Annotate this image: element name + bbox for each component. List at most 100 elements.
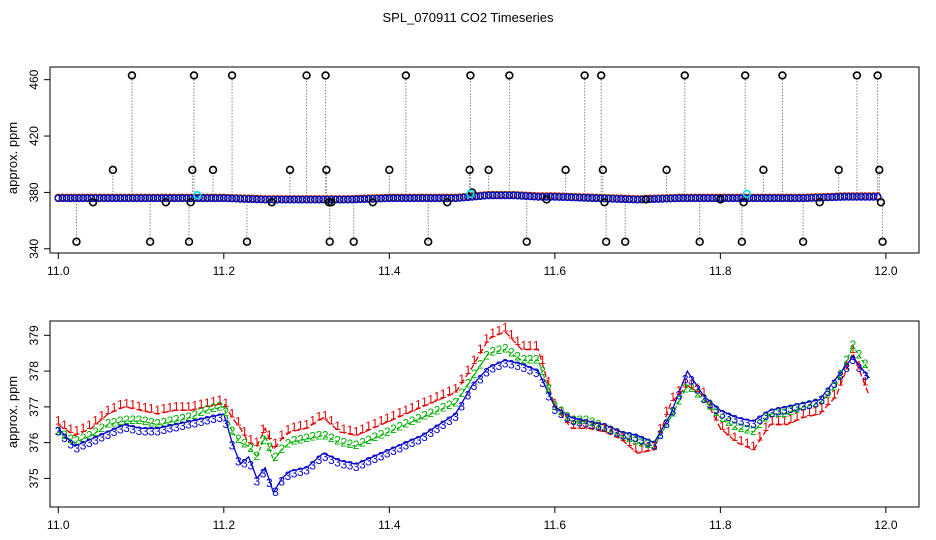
bottom-series-marker-1: 1 [247,433,254,447]
top-baseline-point-series-3 [820,193,828,202]
bottom-series-marker-3: 3 [750,417,757,431]
top-baseline-point-series-3 [224,194,232,203]
top-baseline-point-series-3 [248,195,257,204]
top-outlier-point [188,165,197,175]
bottom-series-marker-2: 2 [825,386,832,400]
top-baseline-point-series-3 [488,191,497,200]
bottom-series-marker-2: 2 [92,425,99,439]
top-baseline-point-series-3 [145,194,154,203]
bottom-y-tick-label: 378 [27,361,41,381]
bottom-series-marker-1: 1 [620,430,627,444]
bottom-series-marker-2: 2 [123,413,130,427]
top-baseline-point-series-3 [455,194,464,202]
top-outlier-point [522,237,531,246]
bottom-series-marker-3: 3 [235,455,242,469]
top-baseline-point-series-3 [186,194,195,203]
bottom-series-marker-1: 1 [669,390,676,404]
bottom-series-marker-3: 3 [254,474,261,488]
top-outlier-point [852,71,862,80]
bottom-series-marker-3: 3 [371,452,378,466]
top-baseline-point-series-3 [666,194,675,203]
top-baseline-point-series-3 [207,194,216,203]
bottom-series-marker-1: 1 [583,417,590,431]
top-baseline-point-series-3 [406,194,414,203]
bottom-series-marker-3: 3 [862,369,869,383]
top-baseline-point-series-3 [530,192,538,201]
bottom-series-marker-2: 2 [160,415,167,429]
bottom-series-marker-1: 1 [229,407,236,421]
bottom-series-marker-2: 2 [291,434,298,448]
top-outlier-points [72,71,887,246]
bottom-series-marker-3: 3 [185,418,192,432]
bottom-series-marker-1: 1 [353,424,360,438]
top-baseline-point-series-3 [646,195,654,204]
bottom-series-marker-2: 2 [589,415,596,429]
bottom-series-marker-2: 2 [781,406,788,420]
top-baseline-point-series-3 [240,195,249,203]
bottom-series-marker-1: 1 [136,399,143,413]
bottom-series-marker-2: 2 [340,436,347,450]
top-baseline-point-series-3 [497,191,505,200]
top-baseline-point-series-3 [786,194,795,203]
bottom-series-marker-2: 2 [403,417,410,431]
top-baseline-point-series-3 [215,194,224,203]
bottom-series-marker-1: 1 [564,412,571,426]
bottom-series-marker-2: 2 [440,401,447,415]
bottom-series-marker-3: 3 [154,424,161,438]
bottom-series-marker-3: 3 [409,436,416,450]
bottom-series-marker-1: 1 [105,403,112,417]
top-baseline-point-series-3 [749,194,758,203]
bottom-series-marker-2: 2 [818,393,825,407]
bottom-series-marker-2: 2 [626,431,633,445]
bottom-series-marker-1: 1 [657,421,664,435]
bottom-series-marker-2: 2 [769,406,776,420]
bottom-series-marker-3: 3 [98,431,105,445]
top-outlier-point [267,198,277,207]
bottom-series-marker-2: 2 [328,431,335,445]
bottom-series-marker-2: 2 [154,417,161,431]
bottom-series-marker-3: 3 [148,424,155,438]
top-baseline-point-series-3 [584,194,592,202]
top-baseline-point-series-3 [571,193,580,202]
bottom-series-marker-3: 3 [198,415,205,429]
top-baseline-point-series-3 [149,194,158,203]
bottom-series-marker-3: 3 [496,359,503,373]
bottom-x-tick-label: 11.6 [544,518,567,532]
top-outlier-point [740,71,750,80]
top-outlier-point [325,237,334,246]
top-baseline-point-series-3 [348,195,356,204]
bottom-series-marker-3: 3 [223,417,230,431]
top-outlier-point [88,198,98,207]
top-x-tick-label: 11.0 [47,264,70,278]
top-baseline-point-series-3 [815,193,824,202]
top-y-tick-label: 340 [27,238,41,258]
bottom-series-marker-2: 2 [235,432,242,446]
top-baseline-point-series-3 [522,192,530,201]
top-spike-lines [75,75,884,242]
top-baseline-point-series-3 [261,195,269,204]
bottom-series-marker-3: 3 [552,403,559,417]
top-outlier-point [227,71,237,80]
bottom-series-marker-3: 3 [297,465,304,479]
figure-title: SPL_070911 CO2 Timeseries [382,10,554,25]
bottom-series-marker-2: 2 [471,367,478,381]
bottom-series-marker-2: 2 [216,400,223,414]
bottom-series-marker-2: 2 [359,436,366,450]
bottom-series-marker-2: 2 [638,436,645,450]
top-baseline-point-series-3 [741,194,750,203]
top-outlier-point [580,71,589,80]
bottom-series-marker-2: 2 [86,428,93,442]
bottom-series-marker-1: 1 [86,418,93,432]
top-y-tick-label: 380 [27,182,41,202]
top-outlier-point [598,165,608,175]
top-baseline-point-series-3 [588,194,596,202]
bottom-series-marker-3: 3 [359,457,366,471]
bottom-series-marker-1: 1 [272,436,279,450]
bottom-series-marker-2: 2 [421,409,428,423]
top-baseline-point-series-3 [58,194,67,203]
bottom-series-marker-3: 3 [825,385,832,399]
bottom-series-marker-2: 2 [334,434,341,448]
top-baseline-point-series-3 [286,195,294,204]
bottom-series-marker-1: 1 [663,404,670,418]
